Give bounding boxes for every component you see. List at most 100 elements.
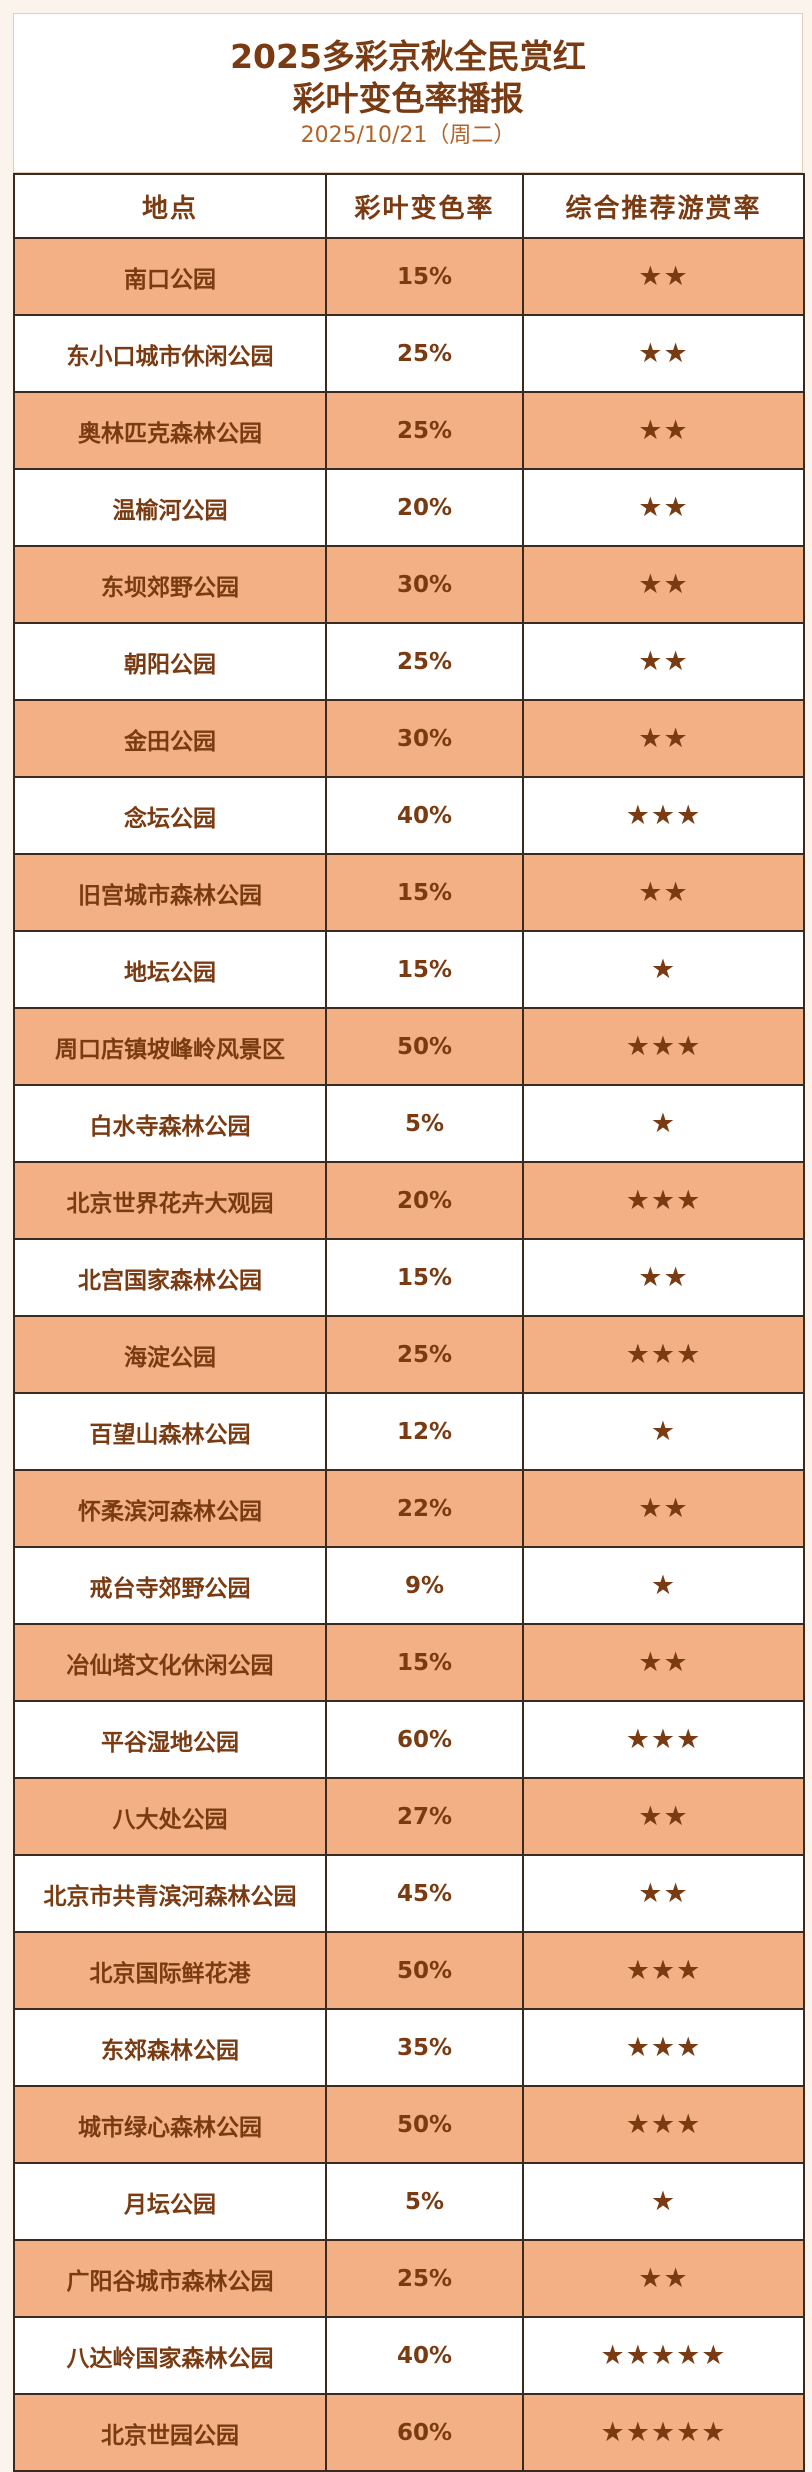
place-cell: 东坝郊野公园 — [13, 545, 327, 624]
table-row: 冶仙塔文化休闲公园 15% ★★ — [13, 1623, 805, 1702]
stars-cell: ★★ — [522, 2239, 805, 2318]
table-row: 八达岭国家森林公园 40% ★★★★★ — [13, 2316, 805, 2395]
place-cell: 朝阳公园 — [13, 622, 327, 701]
table-row: 北京世园公园 60% ★★★★★ — [13, 2393, 805, 2472]
place-cell: 冶仙塔文化休闲公园 — [13, 1623, 327, 1702]
rate-cell: 20% — [325, 1161, 524, 1240]
rate-cell: 15% — [325, 853, 524, 932]
rate-cell: 40% — [325, 2316, 524, 2395]
column-header: 综合推荐游赏率 — [522, 173, 805, 239]
column-header: 地点 — [13, 173, 327, 239]
place-cell: 金田公园 — [13, 699, 327, 778]
stars-cell: ★★ — [522, 545, 805, 624]
table-row: 东小口城市休闲公园 25% ★★ — [13, 314, 805, 393]
place-cell: 白水寺森林公园 — [13, 1084, 327, 1163]
stars-cell: ★★★ — [522, 1931, 805, 2010]
rate-cell: 25% — [325, 622, 524, 701]
place-cell: 怀柔滨河森林公园 — [13, 1469, 327, 1548]
rate-cell: 15% — [325, 1238, 524, 1317]
stars-cell: ★★★★★ — [522, 2316, 805, 2395]
rate-cell: 20% — [325, 468, 524, 547]
table-row: 北宫国家森林公园 15% ★★ — [13, 1238, 805, 1317]
subtitle: 彩叶变色率播报 — [292, 79, 524, 118]
table-row: 城市绿心森林公园 50% ★★★ — [13, 2085, 805, 2164]
stars-cell: ★ — [522, 930, 805, 1009]
place-cell: 地坛公园 — [13, 930, 327, 1009]
stars-cell: ★★ — [522, 1777, 805, 1856]
stars-cell: ★★ — [522, 1854, 805, 1933]
place-cell: 温榆河公园 — [13, 468, 327, 547]
rate-cell: 30% — [325, 545, 524, 624]
rate-cell: 40% — [325, 776, 524, 855]
table-row: 白水寺森林公园 5% ★ — [13, 1084, 805, 1163]
table-row: 怀柔滨河森林公园 22% ★★ — [13, 1469, 805, 1548]
rate-cell: 25% — [325, 314, 524, 393]
place-cell: 海淀公园 — [13, 1315, 327, 1394]
rate-cell: 9% — [325, 1546, 524, 1625]
table-row: 广阳谷城市森林公园 25% ★★ — [13, 2239, 805, 2318]
stars-cell: ★★ — [522, 237, 805, 316]
table-row: 地坛公园 15% ★ — [13, 930, 805, 1009]
stars-cell: ★★★ — [522, 1700, 805, 1779]
table-row: 北京世界花卉大观园 20% ★★★ — [13, 1161, 805, 1240]
stars-cell: ★★ — [522, 314, 805, 393]
stars-cell: ★★ — [522, 1469, 805, 1548]
place-cell: 南口公园 — [13, 237, 327, 316]
stars-cell: ★★ — [522, 468, 805, 547]
rate-cell: 35% — [325, 2008, 524, 2087]
place-cell: 北宫国家森林公园 — [13, 1238, 327, 1317]
place-cell: 八大处公园 — [13, 1777, 327, 1856]
stars-cell: ★★★ — [522, 1315, 805, 1394]
stars-cell: ★ — [522, 2162, 805, 2241]
rate-cell: 15% — [325, 237, 524, 316]
table-row: 温榆河公园 20% ★★ — [13, 468, 805, 547]
table-row: 念坛公园 40% ★★★ — [13, 776, 805, 855]
stars-cell: ★★ — [522, 699, 805, 778]
table-body: 南口公园 15% ★★ 东小口城市休闲公园 25% ★★ 奥林匹克森林公园 25% ★★ 温榆河公… — [13, 237, 805, 2472]
rate-cell: 22% — [325, 1469, 524, 1548]
rate-cell: 50% — [325, 1007, 524, 1086]
place-cell: 旧宫城市森林公园 — [13, 853, 327, 932]
table-row: 北京国际鲜花港 50% ★★★ — [13, 1931, 805, 2010]
stars-cell: ★★ — [522, 1238, 805, 1317]
place-cell: 平谷湿地公园 — [13, 1700, 327, 1779]
rate-cell: 60% — [325, 1700, 524, 1779]
table-row: 平谷湿地公园 60% ★★★ — [13, 1700, 805, 1779]
rate-cell: 15% — [325, 930, 524, 1009]
rate-cell: 27% — [325, 1777, 524, 1856]
rate-cell: 45% — [325, 1854, 524, 1933]
place-cell: 百望山森林公园 — [13, 1392, 327, 1471]
place-cell: 东小口城市休闲公园 — [13, 314, 327, 393]
rate-cell: 25% — [325, 1315, 524, 1394]
table-row: 朝阳公园 25% ★★ — [13, 622, 805, 701]
rate-cell: 50% — [325, 2085, 524, 2164]
table-row: 奥林匹克森林公园 25% ★★ — [13, 391, 805, 470]
table-row: 八大处公园 27% ★★ — [13, 1777, 805, 1856]
rate-cell: 60% — [325, 2393, 524, 2472]
table: 地点 彩叶变色率 综合推荐游赏率 南口公园 15% ★★ 东小口城市休闲公园 25% ★★ 奥林… — [13, 173, 805, 2472]
stars-cell: ★★★ — [522, 1007, 805, 1086]
table-row: 戒台寺郊野公园 9% ★ — [13, 1546, 805, 1625]
place-cell: 北京国际鲜花港 — [13, 1931, 327, 2010]
table-row: 百望山森林公园 12% ★ — [13, 1392, 805, 1471]
rate-cell: 25% — [325, 2239, 524, 2318]
place-cell: 城市绿心森林公园 — [13, 2085, 327, 2164]
stars-cell: ★★★ — [522, 2008, 805, 2087]
table-row: 旧宫城市森林公园 15% ★★ — [13, 853, 805, 932]
place-cell: 北京市共青滨河森林公园 — [13, 1854, 327, 1933]
table-row: 北京市共青滨河森林公园 45% ★★ — [13, 1854, 805, 1933]
title: 2025多彩京秋全民赏红 — [230, 37, 586, 76]
stars-cell: ★ — [522, 1084, 805, 1163]
rate-cell: 30% — [325, 699, 524, 778]
table-row: 月坛公园 5% ★ — [13, 2162, 805, 2241]
table-row: 金田公园 30% ★★ — [13, 699, 805, 778]
place-cell: 周口店镇坡峰岭风景区 — [13, 1007, 327, 1086]
rate-cell: 5% — [325, 1084, 524, 1163]
stars-cell: ★ — [522, 1392, 805, 1471]
stars-cell: ★★ — [522, 1623, 805, 1702]
table-row: 南口公园 15% ★★ — [13, 237, 805, 316]
place-cell: 月坛公园 — [13, 2162, 327, 2241]
place-cell: 戒台寺郊野公园 — [13, 1546, 327, 1625]
rate-cell: 12% — [325, 1392, 524, 1471]
